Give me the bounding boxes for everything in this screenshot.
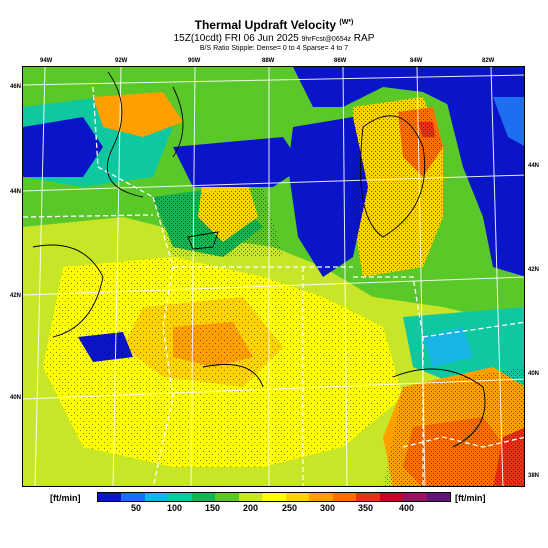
state-borders: [23, 86, 524, 486]
map-title: Thermal Updraft Velocity (W*): [0, 18, 548, 32]
legend-tick-400: 400: [399, 503, 415, 513]
legend-tick-300: 300: [320, 503, 336, 513]
color-scale-swatch: [238, 493, 263, 501]
color-scale-swatch: [332, 493, 357, 501]
legend-tick-50: 50: [131, 503, 142, 513]
color-scale-bar: [97, 492, 451, 502]
color-scale-swatch: [121, 493, 145, 501]
stipple-dense-southeast: [383, 367, 524, 486]
title-unit: (W*): [339, 19, 354, 26]
lon-label-88w: 88W: [262, 58, 275, 64]
color-scale-swatch: [403, 493, 427, 501]
legend-tick-350: 350: [358, 503, 374, 513]
lon-label-94w: 94W: [40, 58, 53, 64]
subtitle-forecast: 9hrFcst@0654z: [301, 36, 352, 43]
color-scale-swatch: [356, 493, 380, 501]
color-scale-swatch: [98, 493, 122, 501]
color-scale-swatch: [144, 493, 169, 501]
legend-tick-150: 150: [205, 503, 221, 513]
lon-label-90w: 90W: [188, 58, 201, 64]
legend-unit-right: [ft/min]: [455, 493, 486, 503]
stipple-note: B/S Ratio Stipple: Dense= 0 to 4 Sparse=…: [199, 45, 349, 52]
lon-label-84w: 84W: [410, 58, 423, 64]
lon-label-82w: 82W: [482, 58, 495, 64]
color-scale-swatch: [285, 493, 310, 501]
subtitle-model: RAP: [353, 33, 375, 44]
lon-label-92w: 92W: [115, 58, 128, 64]
stipple-sparse: [43, 257, 403, 467]
lon-label-86w: 86W: [334, 58, 347, 64]
color-scale-swatch: [379, 493, 404, 501]
subtitle-main: 15Z(10cdt) FRI 06 Jun 2025: [173, 33, 299, 44]
updraft-map: [22, 66, 525, 487]
map-subtitle: 15Z(10cdt) FRI 06 Jun 2025 9hrFcst@0654z…: [0, 33, 548, 44]
lat-label-40n: 40N: [10, 395, 22, 401]
lat-label-40n-right: 40N: [528, 371, 540, 377]
color-scale-swatch: [168, 493, 192, 501]
contour-lines: [32, 71, 486, 448]
legend-tick-100: 100: [167, 503, 183, 513]
lat-label-42n-right: 42N: [528, 267, 540, 273]
lake-michigan-north: [173, 137, 303, 187]
lake-huron: [443, 82, 524, 277]
stipple-dense-central: [153, 187, 283, 257]
light-blue-zone-east: [423, 327, 473, 367]
legend-unit-left: [ft/min]: [50, 493, 81, 503]
lat-label-38n-right: 38N: [528, 473, 540, 479]
lake-michigan: [288, 117, 368, 277]
lat-label-42n: 42N: [10, 293, 22, 299]
color-scale-swatch: [191, 493, 216, 501]
legend-tick-250: 250: [282, 503, 298, 513]
color-scale-swatch: [215, 493, 239, 501]
color-scale-swatch: [262, 493, 286, 501]
lat-label-44n-right: 44N: [528, 163, 540, 169]
title-text: Thermal Updraft Velocity: [194, 18, 337, 32]
blue-zone-georgian-bay: [493, 97, 524, 146]
orange-zone-north: [93, 92, 183, 137]
color-scale-swatch: [426, 493, 451, 501]
lat-label-44n: 44N: [10, 189, 22, 195]
color-scale-swatch: [309, 493, 333, 501]
lat-label-46n: 46N: [10, 84, 22, 90]
legend-tick-200: 200: [243, 503, 259, 513]
